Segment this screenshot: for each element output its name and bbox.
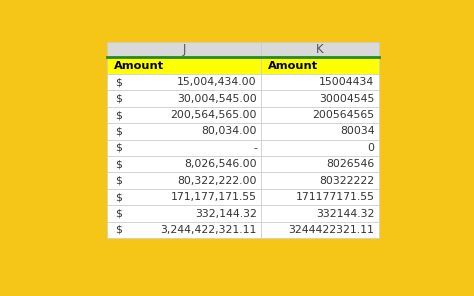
Bar — [107, 156, 261, 173]
Text: 0: 0 — [367, 143, 374, 153]
Bar — [107, 123, 261, 140]
Text: 15,004,434.00: 15,004,434.00 — [177, 77, 257, 87]
Text: $: $ — [115, 110, 122, 120]
Text: $: $ — [115, 192, 122, 202]
Text: 3,244,422,321.11: 3,244,422,321.11 — [161, 225, 257, 235]
Text: $: $ — [115, 94, 122, 104]
Bar — [107, 222, 261, 238]
Text: 80,322,222.00: 80,322,222.00 — [177, 176, 257, 186]
Text: $: $ — [115, 143, 122, 153]
Text: 200564565: 200564565 — [312, 110, 374, 120]
Text: 332144.32: 332144.32 — [316, 208, 374, 218]
Bar — [261, 91, 379, 107]
Text: Amount: Amount — [268, 61, 318, 71]
Text: 80034: 80034 — [340, 126, 374, 136]
Text: $: $ — [115, 208, 122, 218]
Text: 200,564,565.00: 200,564,565.00 — [170, 110, 257, 120]
Text: 30,004,545.00: 30,004,545.00 — [177, 94, 257, 104]
Bar — [261, 222, 379, 238]
Bar — [261, 173, 379, 189]
Text: 171,177,171.55: 171,177,171.55 — [171, 192, 257, 202]
Bar — [107, 74, 261, 91]
Bar — [261, 189, 379, 205]
Text: 15004434: 15004434 — [319, 77, 374, 87]
Text: $: $ — [115, 77, 122, 87]
Bar — [261, 42, 379, 57]
Text: K: K — [316, 43, 324, 56]
Text: 332,144.32: 332,144.32 — [195, 208, 257, 218]
Text: 8,026,546.00: 8,026,546.00 — [184, 159, 257, 169]
Bar — [261, 123, 379, 140]
Text: 3244422321.11: 3244422321.11 — [289, 225, 374, 235]
Bar — [261, 140, 379, 156]
Bar — [107, 205, 261, 222]
Bar — [261, 74, 379, 91]
Text: -: - — [253, 143, 257, 153]
Bar — [261, 156, 379, 173]
Bar — [107, 107, 261, 123]
Bar — [261, 57, 379, 74]
Text: Amount: Amount — [114, 61, 164, 71]
Text: 80,034.00: 80,034.00 — [201, 126, 257, 136]
Text: $: $ — [115, 225, 122, 235]
Bar — [261, 107, 379, 123]
Text: 80322222: 80322222 — [319, 176, 374, 186]
Bar — [107, 91, 261, 107]
Bar — [107, 140, 261, 156]
Text: $: $ — [115, 126, 122, 136]
Bar — [107, 57, 261, 74]
Text: $: $ — [115, 176, 122, 186]
Bar — [107, 173, 261, 189]
Text: 8026546: 8026546 — [326, 159, 374, 169]
Text: $: $ — [115, 159, 122, 169]
Text: 171177171.55: 171177171.55 — [295, 192, 374, 202]
Text: J: J — [182, 43, 186, 56]
Text: 30004545: 30004545 — [319, 94, 374, 104]
Bar — [107, 189, 261, 205]
Bar — [107, 42, 261, 57]
Bar — [261, 205, 379, 222]
